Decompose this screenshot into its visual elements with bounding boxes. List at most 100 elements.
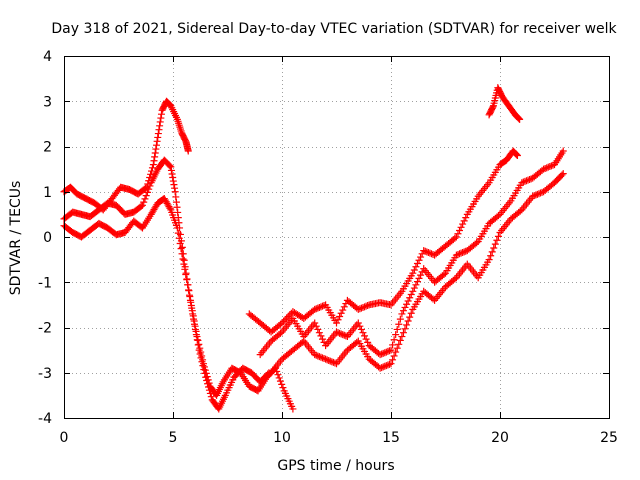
data-point [151,153,159,161]
data-point [318,302,326,310]
x-tick-label: 15 [382,430,400,446]
data-point [312,305,320,313]
data-point [205,379,213,387]
data-point [521,177,529,185]
data-point [529,192,537,200]
data-point [440,270,448,278]
data-point [409,287,417,295]
data-point [533,190,541,198]
data-point [197,348,205,356]
data-point [157,110,165,118]
data-point [384,347,392,355]
series-track-c [60,195,297,413]
data-point [153,137,161,145]
data-point [401,303,409,311]
data-point [315,303,323,311]
x-axis-label: GPS time / hours [277,458,394,474]
data-point [530,192,538,200]
data-point [323,356,331,364]
data-point [195,340,203,348]
data-point [494,212,502,220]
data-point [390,352,398,360]
data-point [320,355,328,363]
data-point [384,361,392,369]
data-point [190,317,198,325]
data-point [514,114,522,122]
data-point [278,319,286,327]
data-point [413,278,421,286]
data-point [173,203,181,211]
axis-ticks [64,56,610,419]
data-point [421,247,429,255]
data-point [275,374,283,382]
data-point [493,236,501,244]
data-point [182,270,190,278]
data-point [489,103,497,111]
data-point [174,208,182,216]
data-point [473,239,481,247]
data-point [178,250,186,258]
data-point [317,353,325,361]
data-point [522,177,530,185]
data-point [423,248,431,256]
data-point [356,322,364,330]
data-point [407,309,415,317]
data-point [325,356,333,364]
data-point [429,250,437,258]
data-point [171,184,179,192]
data-point [170,181,178,189]
y-tick-label: -2 [38,321,52,337]
data-point [326,357,334,365]
data-point [420,247,428,255]
data-point [454,250,462,258]
data-point [535,190,543,198]
data-point [396,336,404,344]
series-track-g [485,84,524,123]
data-point [494,232,502,240]
data-point [395,340,403,348]
data-point [174,229,182,237]
data-point [284,313,292,321]
data-point [150,157,158,165]
data-point [378,364,386,372]
data-point [512,150,520,158]
data-point [314,325,322,333]
data-point [141,195,149,203]
data-point [426,249,434,257]
data-point [456,227,464,235]
data-point [318,335,326,343]
x-tick-label: 20 [491,430,509,446]
data-point [359,303,367,311]
data-points [60,84,567,413]
data-point [382,348,390,356]
data-point [362,302,370,310]
data-point [331,359,339,367]
data-point [311,351,319,359]
data-point [515,115,523,123]
data-point [516,207,524,215]
data-point [283,314,291,322]
data-point [519,178,527,186]
data-point [387,360,395,368]
data-point [547,162,555,170]
data-point [318,354,326,362]
data-point [145,185,153,193]
data-point [154,130,162,138]
data-point [184,147,192,155]
data-point [381,349,389,357]
data-point [320,338,328,346]
data-point [192,327,200,335]
data-point [137,202,145,210]
data-point [166,204,174,212]
data-point [176,239,184,247]
data-point [454,230,462,238]
data-point [156,122,164,130]
data-point [415,274,423,282]
y-tick-label: -3 [38,366,52,382]
data-point [207,393,215,401]
data-point [379,363,387,371]
data-point [151,149,159,157]
data-point [459,220,467,228]
